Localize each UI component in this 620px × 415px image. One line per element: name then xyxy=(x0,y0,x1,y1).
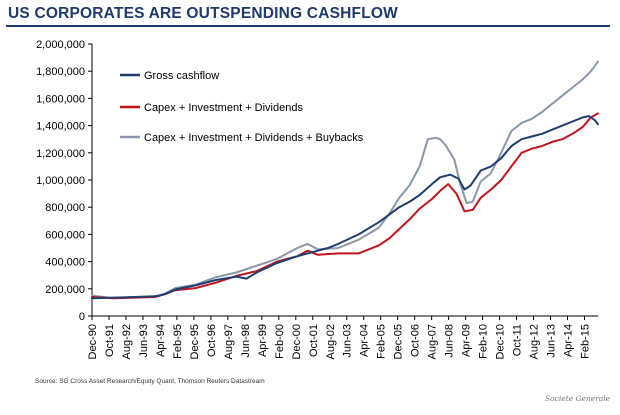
y-tick-label: 1,400,000 xyxy=(36,121,85,133)
x-tick-label: Apr-09 xyxy=(461,324,473,357)
x-tick-label: Dec-10 xyxy=(495,324,507,359)
x-tick-label: Jun-03 xyxy=(342,324,354,358)
source-note: Source: SG Cross Asset Research/Equity Q… xyxy=(35,378,265,385)
x-tick-label: Feb-00 xyxy=(274,324,286,359)
x-tick-label: Dec-05 xyxy=(393,324,405,359)
chart-title: US CORPORATES ARE OUTSPENDING CASHFLOW xyxy=(8,5,398,22)
legend-label: Capex + Investment + Dividends + Buyback… xyxy=(144,132,364,144)
line-chart: 0 200,000 400,000 600,000 800,000 1,000,000 1,… xyxy=(36,39,599,359)
y-tick-label: 400,000 xyxy=(45,257,85,269)
x-tick-label: Jun-08 xyxy=(444,324,456,358)
y-tick-label: 200,000 xyxy=(45,284,85,296)
x-tick-label: Feb-95 xyxy=(172,324,184,359)
legend-label: Gross cashflow xyxy=(144,70,219,82)
title-underline xyxy=(6,25,610,27)
y-tick-label: 600,000 xyxy=(45,229,85,241)
x-tick-label: Jun-93 xyxy=(138,324,150,358)
y-tick-label: 800,000 xyxy=(45,202,85,214)
x-tick-label: Dec-90 xyxy=(87,324,99,359)
x-tick-label: Apr-04 xyxy=(359,324,371,357)
x-tick-label: Apr-99 xyxy=(257,324,269,357)
series-line-2 xyxy=(91,112,599,300)
publisher-logo: Societe Generale xyxy=(545,394,611,403)
x-tick-label: Feb-05 xyxy=(376,324,388,359)
x-tick-label: Feb-15 xyxy=(579,324,591,359)
x-tick-label: Aug-07 xyxy=(427,324,439,359)
y-tick-label: 1,000,000 xyxy=(36,175,85,187)
series-line-1 xyxy=(91,115,599,300)
x-tick-label: Feb-10 xyxy=(478,324,490,359)
legend-label: Capex + Investment + Dividends xyxy=(144,102,303,114)
x-tick-label: Oct-96 xyxy=(206,324,218,357)
x-tick-label: Aug-12 xyxy=(529,324,541,359)
x-tick-label: Oct-01 xyxy=(308,324,320,357)
x-tick-label: Aug-97 xyxy=(223,324,235,359)
x-tick-label: Apr-94 xyxy=(155,324,167,357)
y-tick-label: 1,600,000 xyxy=(36,93,85,105)
x-tick-label: Apr-14 xyxy=(563,324,575,357)
x-tick-label: Aug-02 xyxy=(325,324,337,359)
x-tick-label: Jun-98 xyxy=(240,324,252,358)
x-tick-label: Oct-11 xyxy=(512,324,524,356)
y-tick-label: 0 xyxy=(79,311,85,323)
x-tick-label: Aug-92 xyxy=(121,324,133,359)
x-tick-label: Oct-06 xyxy=(410,324,422,357)
y-tick-label: 1,200,000 xyxy=(36,148,85,160)
x-tick-label: Dec-00 xyxy=(291,324,303,359)
x-tick-label: Jun-13 xyxy=(546,324,558,358)
series-line-3 xyxy=(91,60,599,300)
y-tick-label: 2,000,000 xyxy=(36,39,85,51)
x-tick-label: Dec-95 xyxy=(189,324,201,359)
y-tick-label: 1,800,000 xyxy=(36,66,85,78)
x-tick-label: Oct-91 xyxy=(104,324,116,357)
